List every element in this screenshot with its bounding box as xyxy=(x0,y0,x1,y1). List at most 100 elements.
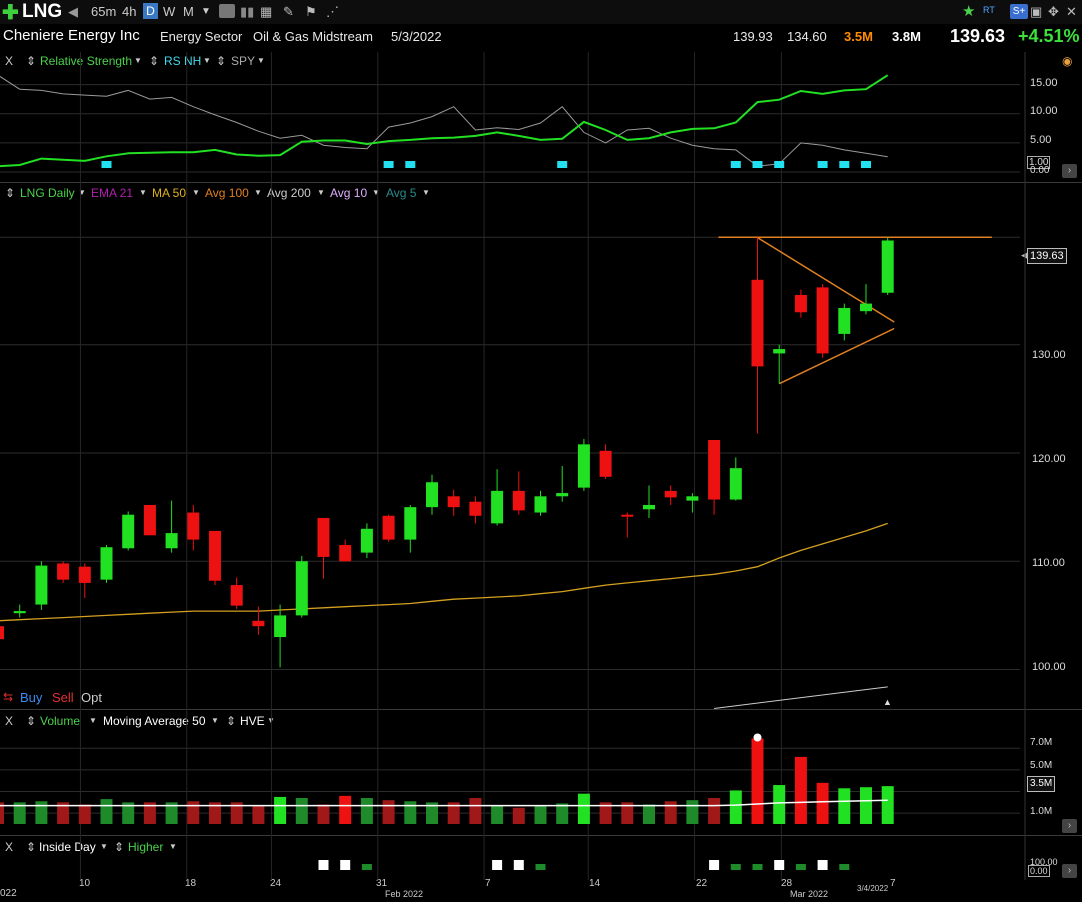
inside-day-label[interactable]: Inside Day xyxy=(39,840,96,854)
add-symbol-icon[interactable]: ✚ xyxy=(2,2,19,24)
volume-updown-icon[interactable]: ⇕ xyxy=(26,714,37,728)
interval-4h[interactable]: 4h xyxy=(122,4,137,19)
bars-icon[interactable]: ▮▮ xyxy=(240,4,255,19)
save-icon[interactable]: ▣ xyxy=(1030,4,1043,19)
rs-new-high-marker xyxy=(839,161,850,168)
pattern-close-button[interactable]: X xyxy=(5,840,14,854)
dropdown-icon[interactable]: ▼ xyxy=(169,842,177,851)
pattern-scroll-right-icon[interactable]: › xyxy=(1062,864,1077,878)
candle-body xyxy=(404,507,417,540)
percent-change: +4.51% xyxy=(1018,26,1080,46)
dropdown-icon[interactable]: ▼ xyxy=(257,56,265,65)
relative-strength-line xyxy=(0,74,889,168)
sector-label[interactable]: Energy Sector xyxy=(160,29,243,44)
scroll-up-marker-icon[interactable]: ▲ xyxy=(883,697,892,707)
candle-body xyxy=(78,566,91,583)
candle-body xyxy=(13,611,26,614)
calculator-icon[interactable]: ▦ xyxy=(260,4,273,19)
spy-label[interactable]: SPY xyxy=(231,54,256,68)
dropdown-icon[interactable]: ▼ xyxy=(134,56,142,65)
rs-close-button[interactable]: X xyxy=(5,54,14,68)
price-axis-130: 130.00 xyxy=(1032,349,1066,361)
price-symbol-label[interactable]: LNG Daily xyxy=(20,186,75,200)
close-icon[interactable]: ✕ xyxy=(1066,4,1077,19)
star-icon[interactable]: ★ xyxy=(962,3,976,20)
price-axis-100: 100.00 xyxy=(1032,661,1066,673)
indicator-avg100[interactable]: Avg 100 xyxy=(205,186,249,200)
speaker-icon[interactable]: ◀ xyxy=(68,4,78,19)
volume-bar xyxy=(816,782,829,824)
flag-icon[interactable]: ⚑ xyxy=(305,4,317,19)
last-price-tag: 139.63 xyxy=(1027,248,1067,264)
indicator-avg5[interactable]: Avg 5 xyxy=(386,186,417,200)
volume-label[interactable]: Volume xyxy=(40,714,81,728)
interval-dropdown-icon[interactable]: ▼ xyxy=(201,6,211,17)
dropdown-icon[interactable]: ▼ xyxy=(211,716,219,725)
dropdown-icon[interactable]: ▼ xyxy=(372,188,380,197)
volume-close-button[interactable]: X xyxy=(5,714,14,728)
date-label: 7 xyxy=(485,878,491,889)
interval-m[interactable]: M xyxy=(183,4,194,19)
dropdown-icon[interactable]: ▼ xyxy=(422,188,430,197)
volume-bar xyxy=(295,798,308,824)
dropdown-icon[interactable]: ▼ xyxy=(192,188,200,197)
volume-bar xyxy=(491,805,504,824)
options-button[interactable]: Opt xyxy=(81,690,102,705)
spy-updown-icon[interactable]: ⇕ xyxy=(216,54,227,68)
dropdown-icon[interactable]: ▼ xyxy=(254,188,262,197)
candle-body xyxy=(274,615,287,638)
indicator-avg10[interactable]: Avg 10 xyxy=(330,186,368,200)
candle-body xyxy=(426,482,438,508)
rs-scroll-right-icon[interactable]: › xyxy=(1062,164,1077,178)
indicator-avg200[interactable]: Avg 200 xyxy=(267,186,311,200)
indicator-ma50[interactable]: MA 50 xyxy=(152,186,187,200)
triangle-lower-line xyxy=(778,327,895,385)
hve-updown-icon[interactable]: ⇕ xyxy=(226,714,237,728)
volume-axis-5m: 5.0M xyxy=(1030,760,1053,771)
rs-updown-icon[interactable]: ⇕ xyxy=(26,54,37,68)
buy-button[interactable]: Buy xyxy=(20,690,43,705)
dropdown-icon[interactable]: ▼ xyxy=(100,842,108,851)
candle-body xyxy=(751,279,764,367)
palette-icon[interactable]: ◉ xyxy=(1062,54,1073,68)
rs-nh-updown-icon[interactable]: ⇕ xyxy=(149,54,160,68)
dropdown-icon[interactable]: ▼ xyxy=(89,716,97,725)
trade-icon[interactable]: ⇆ xyxy=(3,690,14,704)
higher-label[interactable]: Higher xyxy=(128,840,164,854)
interval-w[interactable]: W xyxy=(163,4,176,19)
candle-body xyxy=(643,504,655,510)
interval-65m[interactable]: 65m xyxy=(91,4,117,19)
dropdown-icon[interactable]: ▼ xyxy=(203,56,211,65)
hve-label[interactable]: HVE xyxy=(240,714,265,728)
date-label: 10 xyxy=(79,878,91,889)
volume-bar xyxy=(512,807,525,824)
rs-relative-strength-label[interactable]: Relative Strength xyxy=(40,54,133,68)
industry-label[interactable]: Oil & Gas Midstream xyxy=(253,29,373,44)
avg-volume-value: 3.8M xyxy=(892,29,921,44)
indicator-ema21[interactable]: EMA 21 xyxy=(91,186,134,200)
volume-bar xyxy=(209,802,221,824)
share-icon[interactable]: ⋰ xyxy=(326,4,339,19)
inside-day-updown-icon[interactable]: ⇕ xyxy=(26,840,37,854)
tc-icon[interactable] xyxy=(219,4,235,18)
interval-d[interactable]: D xyxy=(143,3,158,19)
price-updown-icon[interactable]: ⇕ xyxy=(5,186,16,200)
volume-value: 3.5M xyxy=(844,29,873,44)
pencil-icon[interactable]: ✎ xyxy=(283,4,294,19)
dropdown-icon[interactable]: ▼ xyxy=(139,188,147,197)
candle-body xyxy=(686,496,699,501)
moving-average-label[interactable]: Moving Average 50 xyxy=(103,714,206,728)
dropdown-icon[interactable]: ▼ xyxy=(78,188,86,197)
dropdown-icon[interactable]: ▼ xyxy=(317,188,325,197)
inside-day-marker xyxy=(774,860,785,870)
s-plus-icon[interactable]: S+ xyxy=(1010,4,1028,19)
move-icon[interactable]: ✥ xyxy=(1048,4,1059,19)
volume-panel-header: X ⇕ Volume ▼ Moving Average 50 ▼ ⇕ HVE ▼ xyxy=(0,711,1082,731)
volume-scroll-right-icon[interactable]: › xyxy=(1062,819,1077,833)
rs-nh-label[interactable]: RS NH xyxy=(164,54,202,68)
sell-button[interactable]: Sell xyxy=(52,690,74,705)
rs-new-high-marker xyxy=(383,161,394,168)
higher-updown-icon[interactable]: ⇕ xyxy=(114,840,125,854)
symbol-label[interactable]: LNG xyxy=(22,1,63,22)
